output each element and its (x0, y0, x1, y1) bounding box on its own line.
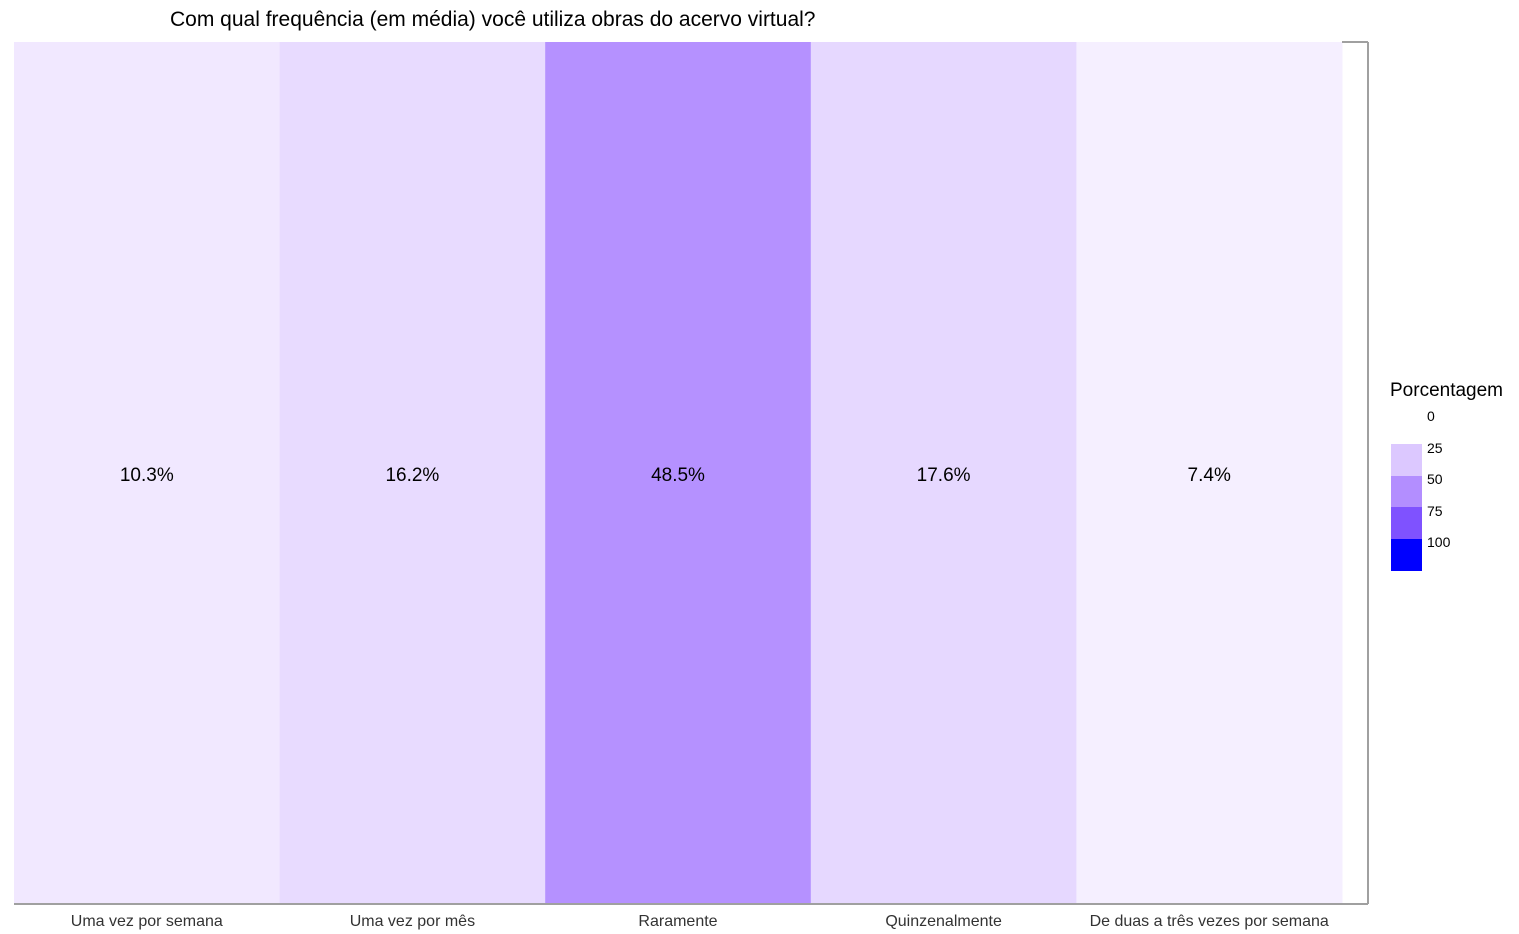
value-label: 48.5% (651, 465, 705, 486)
x-axis-tick-label: Uma vez por semana (71, 913, 223, 930)
x-axis-tick-label: Uma vez por mês (350, 913, 475, 930)
heatmap-tile (810, 42, 1077, 904)
legend-swatch (1391, 475, 1422, 508)
legend-tick-label: 50 (1427, 471, 1443, 487)
legend-colorbar: 0 25 50 75 100 (1390, 408, 1500, 571)
legend-tick-label: 100 (1427, 534, 1451, 550)
heatmap-tiles (14, 42, 1343, 904)
legend-tick-label: 0 (1427, 408, 1435, 424)
legend-swatch (1391, 444, 1422, 476)
x-axis-tick-labels: Uma vez por semana Uma vez por mês Raramen… (71, 913, 1329, 930)
legend-tick-label: 75 (1427, 502, 1443, 519)
value-label: 17.6% (917, 465, 971, 486)
legend: Porcentagem 0 25 50 75 100 (1390, 380, 1504, 571)
heatmap-tile (279, 42, 546, 904)
chart-title: Com qual frequência (em média) você util… (170, 8, 816, 31)
legend-title: Porcentagem (1390, 380, 1504, 401)
value-label: 10.3% (120, 465, 174, 486)
value-label: 16.2% (385, 465, 439, 486)
heatmap-tile (1076, 42, 1343, 904)
value-label: 7.4% (1188, 465, 1231, 486)
legend-swatch (1391, 538, 1422, 571)
value-labels: 10.3% 16.2% 48.5% 17.6% 7.4% (120, 465, 1231, 486)
legend-swatch (1391, 507, 1422, 539)
heatmap-tile (14, 42, 281, 904)
legend-tick-label: 25 (1427, 439, 1443, 456)
x-axis-tick-label: Quinzenalmente (885, 913, 1002, 930)
x-axis-tick-label: Raramente (638, 913, 717, 930)
x-axis-tick-label: De duas a três vezes por semana (1090, 913, 1329, 930)
heatmap-tile (545, 42, 812, 904)
